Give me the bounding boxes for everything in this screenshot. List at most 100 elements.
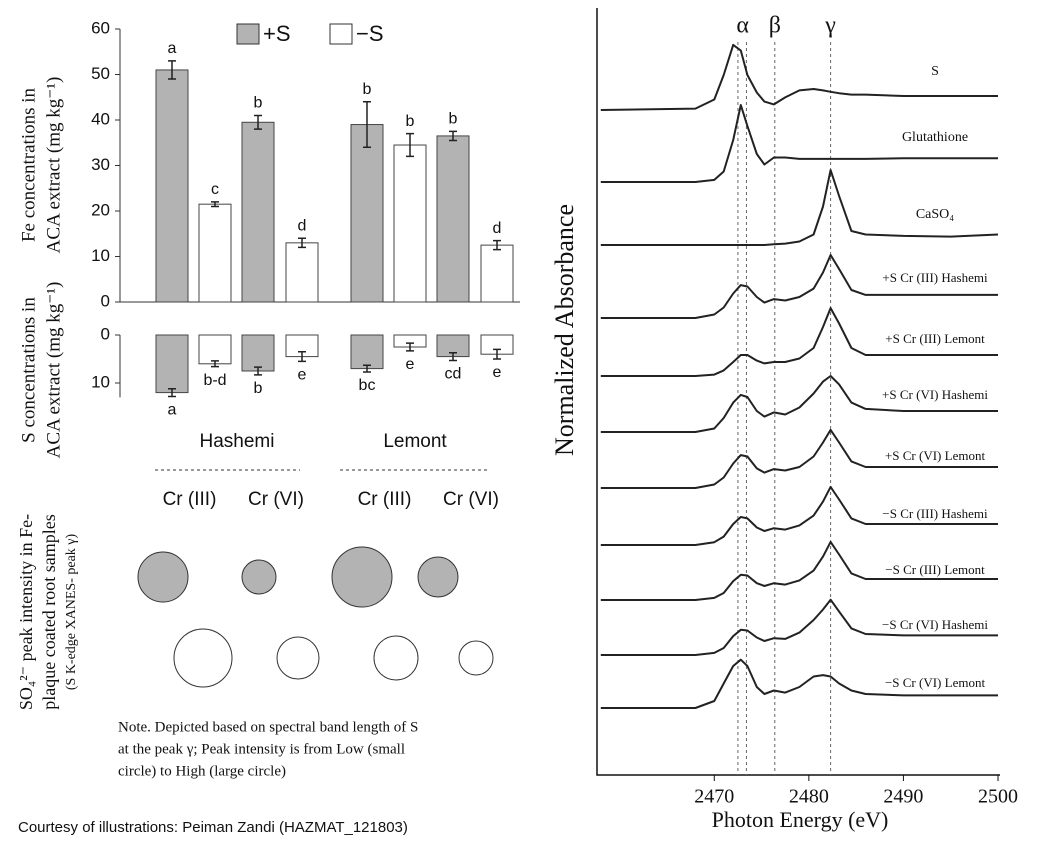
error-bar xyxy=(254,366,262,376)
bubble xyxy=(417,556,459,598)
error-bar xyxy=(168,60,176,80)
bar xyxy=(198,203,232,303)
bar xyxy=(241,334,275,372)
legend-label: −S xyxy=(356,21,384,46)
y-tick-label: 60 xyxy=(91,18,110,37)
error-bar xyxy=(493,348,501,360)
significance-letter: b xyxy=(406,113,415,130)
spectrum-label: −S Cr (III) Lemont xyxy=(885,562,985,577)
peak-label: β xyxy=(769,13,781,39)
error-bar xyxy=(449,130,457,142)
bar xyxy=(350,124,384,303)
bar xyxy=(393,144,427,303)
error-bar xyxy=(406,132,414,158)
y-tick-label: 10 xyxy=(91,246,110,265)
bubble xyxy=(331,546,393,608)
y-tick-label: 10 xyxy=(91,372,110,391)
bar xyxy=(155,334,189,394)
bubble xyxy=(241,559,277,595)
y-axis-label: ACA extract (mg kg⁻¹) xyxy=(43,77,64,254)
significance-letter: b-d xyxy=(203,372,226,389)
spectrum xyxy=(600,540,998,601)
spectrum-label: S xyxy=(931,64,939,79)
y-axis-label: Fe concentrations in xyxy=(18,87,39,242)
spectrum-label: CaSO₄ xyxy=(916,207,954,222)
significance-letter: e xyxy=(406,356,415,373)
significance-letter: b xyxy=(254,95,263,112)
error-bar xyxy=(363,101,371,149)
error-bar xyxy=(493,239,501,251)
error-bar xyxy=(254,114,262,130)
x-tick-label: Cr (VI) xyxy=(248,489,304,510)
y-axis-label: (S K-edge XANES- peak γ) xyxy=(64,534,79,691)
significance-letter: d xyxy=(298,218,307,235)
spectrum-label: −S Cr (III) Hashemi xyxy=(882,506,988,521)
y-tick-label: 0 xyxy=(101,324,110,343)
significance-letter: bc xyxy=(359,377,376,394)
spectrum-label: Glutathione xyxy=(902,130,968,145)
group-label: Hashemi xyxy=(200,431,275,452)
significance-letter: a xyxy=(168,40,177,57)
bar xyxy=(480,244,514,303)
x-tick-label: Cr (III) xyxy=(358,489,412,510)
x-tick-label: 2480 xyxy=(789,786,829,808)
spectrum-label: +S Cr (VI) Lemont xyxy=(885,448,986,463)
y-axis-label: Normalized Absorbance xyxy=(550,204,579,456)
spectrum xyxy=(600,375,998,433)
y-tick-label: 20 xyxy=(91,200,110,219)
bar xyxy=(198,334,232,365)
error-bar xyxy=(168,388,176,398)
bubble xyxy=(458,640,494,676)
significance-letter: a xyxy=(168,402,177,419)
significance-letter: c xyxy=(211,181,219,198)
y-tick-label: 50 xyxy=(91,64,110,83)
bar xyxy=(155,69,189,303)
note: Note. Depicted based on spectral band le… xyxy=(118,719,418,735)
bar xyxy=(285,242,319,303)
spectrum xyxy=(600,598,998,656)
error-bar xyxy=(298,237,306,249)
bar xyxy=(436,135,470,303)
spectrum xyxy=(600,658,998,709)
bubble xyxy=(276,636,320,680)
peak-label: α xyxy=(736,13,749,39)
y-tick-label: 40 xyxy=(91,109,110,128)
error-bar xyxy=(211,360,219,368)
y-axis-label: plaque coated root samples xyxy=(39,514,59,709)
legend-swatch xyxy=(236,23,260,45)
spectrum-label: +S Cr (III) Lemont xyxy=(885,331,985,346)
y-axis-label: ACA extract (mg kg⁻¹) xyxy=(43,282,64,459)
note: at the peak γ; Peak intensity is from Lo… xyxy=(118,741,405,757)
significance-letter: b xyxy=(254,380,263,397)
y-tick-label: 0 xyxy=(101,291,110,310)
x-tick-label: 2500 xyxy=(978,786,1018,808)
significance-letter: b xyxy=(449,111,458,128)
legend-swatch xyxy=(329,23,353,45)
spectrum xyxy=(600,428,998,489)
x-tick-label: 2490 xyxy=(883,786,923,808)
significance-letter: d xyxy=(493,220,502,237)
y-tick-label: 30 xyxy=(91,155,110,174)
spectrum-label: −S Cr (VI) Hashemi xyxy=(882,617,988,632)
spectrum xyxy=(600,307,998,377)
significance-letter: b xyxy=(363,81,372,98)
spectrum xyxy=(600,169,999,246)
bubble xyxy=(173,628,233,688)
spectrum-label: +S Cr (VI) Hashemi xyxy=(882,387,988,402)
significance-letter: e xyxy=(298,367,307,384)
note: circle) to High (large circle) xyxy=(118,763,286,779)
group-label: Lemont xyxy=(383,431,447,452)
bar xyxy=(350,334,384,370)
error-bar xyxy=(298,351,306,363)
significance-letter: e xyxy=(493,364,502,381)
error-bar xyxy=(211,201,219,208)
spectrum-label: −S Cr (VI) Lemont xyxy=(885,675,986,690)
significance-letter: cd xyxy=(445,366,462,383)
y-axis-label: SO₄²⁻ peak intensity in Fe- xyxy=(16,514,36,710)
spectrum xyxy=(600,43,998,111)
spectrum xyxy=(600,254,998,319)
spectrum xyxy=(600,485,998,546)
legend-label: +S xyxy=(263,21,291,46)
y-axis-label: S concentrations in xyxy=(18,297,39,443)
